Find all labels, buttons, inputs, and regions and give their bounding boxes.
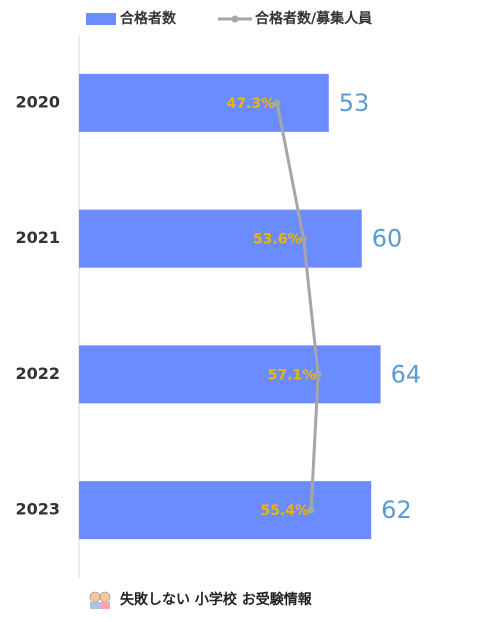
legend-label: 合格者数/募集人員 <box>255 10 372 27</box>
bar <box>79 73 329 132</box>
ratio-point <box>300 235 308 243</box>
legend-swatch <box>86 13 116 25</box>
ratio-label: 47.3% <box>227 96 276 112</box>
legend-swatch <box>231 15 239 23</box>
bar-value-label: 64 <box>391 360 422 388</box>
bar <box>79 345 381 404</box>
ratio-label: 53.6% <box>253 232 302 248</box>
bar-value-label: 62 <box>381 496 412 524</box>
ratio-point <box>307 506 315 514</box>
legend-label: 合格者数 <box>120 10 177 27</box>
bar <box>79 209 362 268</box>
ratio-point <box>273 99 281 107</box>
ratio-label: 57.1% <box>268 367 317 383</box>
y-tick-label: 2021 <box>15 228 60 247</box>
footer-text: 失敗しない 小学校 お受験情報 <box>120 591 313 608</box>
footer-icon <box>89 591 111 609</box>
bar-value-label: 53 <box>339 89 370 117</box>
ratio-point <box>314 370 322 378</box>
y-tick-label: 2022 <box>15 364 60 383</box>
bar-value-label: 60 <box>372 225 403 253</box>
y-tick-label: 2020 <box>15 92 60 111</box>
ratio-label: 55.4% <box>260 503 309 519</box>
bar <box>79 481 372 540</box>
y-tick-label: 2023 <box>15 500 60 519</box>
ratio-line <box>275 102 320 511</box>
